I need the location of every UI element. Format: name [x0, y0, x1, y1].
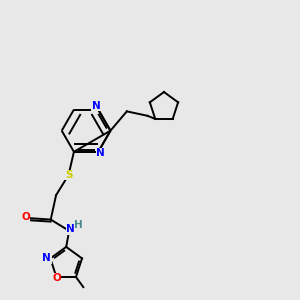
Text: N: N	[96, 148, 105, 158]
Text: O: O	[21, 212, 30, 222]
Text: N: N	[42, 254, 51, 263]
Text: H: H	[74, 220, 83, 230]
Text: N: N	[66, 224, 75, 234]
Text: S: S	[65, 170, 72, 180]
Text: O: O	[52, 274, 61, 284]
Text: N: N	[92, 101, 100, 111]
